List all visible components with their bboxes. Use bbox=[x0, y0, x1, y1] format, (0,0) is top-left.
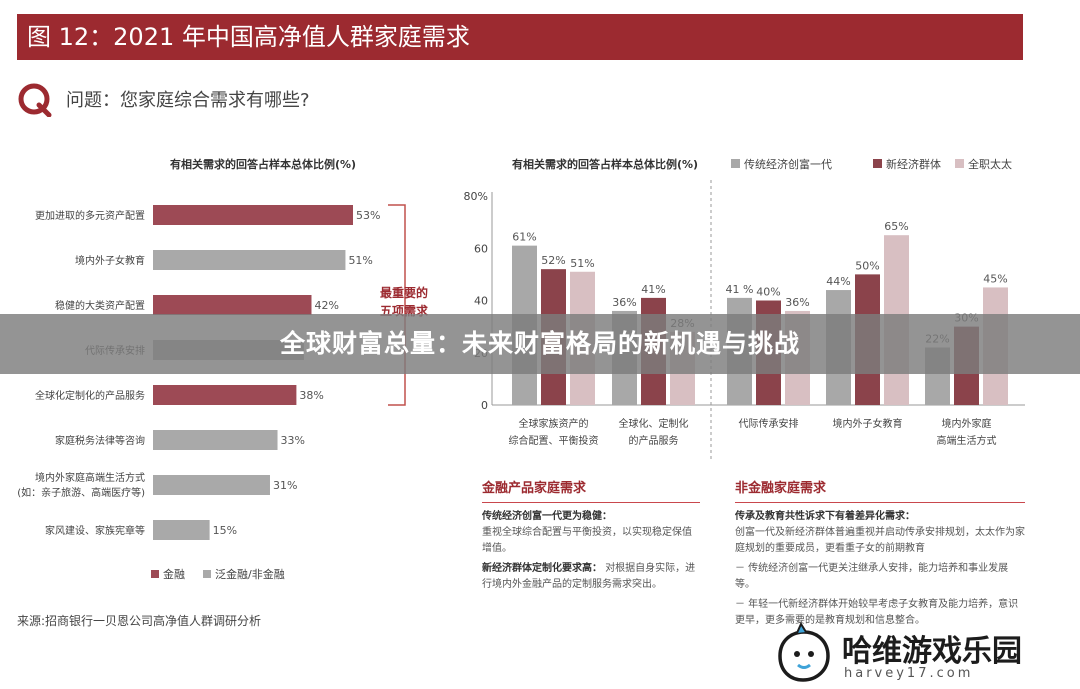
legend-label-series-2: 全职太太 bbox=[968, 157, 1012, 171]
value-label-6: 31% bbox=[273, 479, 297, 492]
legend-label-1: 泛金融/非金融 bbox=[215, 567, 285, 581]
finance-box-title: 金融产品家庭需求 bbox=[482, 480, 700, 503]
legend-swatch-series-0 bbox=[731, 159, 740, 168]
category-label-4: 全球化定制化的产品服务 bbox=[35, 389, 145, 402]
value-label-4: 38% bbox=[299, 389, 323, 402]
value-label-7: 15% bbox=[213, 524, 237, 537]
finance-needs-box: 金融产品家庭需求 传统经济创富一代更为稳健： 重视全球综合配置与平衡投资，以实现… bbox=[482, 480, 700, 597]
category-label-1: 境内外子女教育 bbox=[75, 254, 145, 267]
x-label-2-0: 代际传承安排 bbox=[739, 417, 799, 430]
category-label-0: 更加进取的多元资产配置 bbox=[35, 209, 145, 222]
bar-0 bbox=[153, 205, 353, 225]
right-chart-title: 有相关需求的回答占样本总体比例(%) bbox=[512, 157, 698, 171]
watermark: 哈维游戏乐园 harvey17.com bbox=[770, 622, 1070, 686]
legend-swatch-series-1 bbox=[873, 159, 882, 168]
bar-label-0-0: 61% bbox=[512, 231, 536, 244]
bar-label-3-1: 50% bbox=[855, 259, 879, 272]
x-label-1-0: 全球化、定制化 bbox=[619, 417, 689, 430]
nonfinance-point-2: － 传统经济创富一代更关注继承人安排，能力培养和事业发展等。 bbox=[735, 563, 1009, 590]
bar-label-3-0: 44% bbox=[826, 275, 850, 288]
question-text: 问题：您家庭综合需求有哪些? bbox=[66, 90, 310, 111]
finance-point-1-head: 传统经济创富一代更为稳健： bbox=[482, 511, 612, 522]
category-label-2: 稳健的大类资产配置 bbox=[55, 299, 145, 312]
y-tick-2: 40 bbox=[474, 295, 488, 308]
legend-label-series-1: 新经济群体 bbox=[886, 157, 941, 171]
bar-5 bbox=[153, 430, 278, 450]
legend-label-series-0: 传统经济创富一代 bbox=[744, 157, 832, 171]
group-needs-chart: 有相关需求的回答占样本总体比例(%)传统经济创富一代新经济群体全职太太02040… bbox=[464, 157, 1025, 460]
nonfinance-point-3: － 年轻一代新经济群体开始较早考虑子女教育及能力培养，意识更早，更多需要的是教育… bbox=[735, 599, 1019, 626]
bar-7 bbox=[153, 520, 210, 540]
source-note: 来源:招商银行一贝恩公司高净值人群调研分析 bbox=[17, 614, 262, 628]
finance-point-1-body: 重视全球综合配置与平衡投资，以实现稳定保值增值。 bbox=[482, 527, 692, 554]
finance-point-2-head: 新经济群体定制化要求高： bbox=[482, 563, 602, 574]
bar-1 bbox=[153, 250, 346, 270]
x-label-0-1: 综合配置、平衡投资 bbox=[509, 434, 599, 447]
bar-4 bbox=[153, 385, 297, 405]
bar-label-1-1: 41% bbox=[641, 283, 665, 296]
watermark-name: 哈维游戏乐园 bbox=[842, 634, 1022, 669]
nonfinance-box-title: 非金融家庭需求 bbox=[735, 480, 1025, 503]
annotation-line-1: 最重要的 bbox=[380, 285, 428, 300]
value-label-0: 53% bbox=[356, 209, 380, 222]
legend-swatch-series-2 bbox=[955, 159, 964, 168]
category-label-6: 境内外家庭高端生活方式 bbox=[35, 471, 145, 484]
figure-header: 图 12：2021 年中国高净值人群家庭需求 bbox=[17, 14, 1023, 60]
bar-label-2-0: 41 % bbox=[726, 283, 754, 296]
nonfinance-point-1: 传承及教育共性诉求下有着差异化需求： 创富一代及新经济群体普遍重视并启动传承安排… bbox=[735, 509, 1025, 557]
bar-label-1-0: 36% bbox=[612, 296, 636, 309]
y-tick-0: 0 bbox=[481, 399, 488, 412]
category-sublabel-6: (如：亲子旅游、高端医疗等) bbox=[17, 486, 145, 499]
overlay-banner: 全球财富总量：未来财富格局的新机遇与挑战 bbox=[0, 314, 1080, 374]
legend-swatch-1 bbox=[203, 570, 211, 578]
bar-label-3-2: 65% bbox=[884, 220, 908, 233]
category-label-5: 家庭税务法律等咨询 bbox=[55, 434, 145, 447]
legend-label-0: 金融 bbox=[163, 567, 185, 581]
finance-point-2: 新经济群体定制化要求高： 对根据自身实际，进行境内外金融产品的定制服务需求突出。 bbox=[482, 561, 700, 593]
top-five-bracket bbox=[388, 204, 406, 406]
bar-label-0-1: 52% bbox=[541, 254, 565, 267]
value-label-2: 42% bbox=[314, 299, 338, 312]
bar-label-4-2: 45% bbox=[983, 272, 1007, 285]
bar-label-0-2: 51% bbox=[570, 257, 594, 270]
y-tick-3: 60 bbox=[474, 242, 488, 255]
left-chart-title: 有相关需求的回答占样本总体比例(%) bbox=[170, 157, 356, 171]
x-label-3-0: 境内外子女教育 bbox=[833, 417, 903, 430]
x-label-4-1: 高端生活方式 bbox=[937, 434, 997, 447]
watermark-url: harvey17.com bbox=[844, 666, 974, 681]
value-label-1: 51% bbox=[348, 254, 372, 267]
nonfinance-point-1-body: 创富一代及新经济群体普遍重视并启动传承安排规划，太太作为家庭规划的重要成员，更看… bbox=[735, 527, 1025, 554]
bar-2 bbox=[153, 295, 312, 315]
bar-label-2-1: 40% bbox=[756, 286, 780, 299]
figure-title: 图 12：2021 年中国高净值人群家庭需求 bbox=[27, 23, 470, 51]
finance-point-2-body: 对根据自身实际，进行境内外金融产品的定制服务需求突出。 bbox=[482, 563, 696, 590]
nonfinance-point-1-head: 传承及教育共性诉求下有着差异化需求： bbox=[735, 511, 915, 522]
x-label-1-1: 的产品服务 bbox=[629, 434, 679, 447]
nonfinance-needs-box: 非金融家庭需求 传承及教育共性诉求下有着差异化需求： 创富一代及新经济群体普遍重… bbox=[735, 480, 1025, 633]
banner-text: 全球财富总量：未来财富格局的新机遇与挑战 bbox=[279, 329, 800, 358]
bar-label-2-2: 36% bbox=[785, 296, 809, 309]
y-tick-4: 80% bbox=[464, 190, 488, 203]
legend-swatch-0 bbox=[151, 570, 159, 578]
x-label-0-0: 全球家族资产的 bbox=[519, 417, 589, 430]
finance-point-1: 传统经济创富一代更为稳健： 重视全球综合配置与平衡投资，以实现稳定保值增值。 bbox=[482, 509, 700, 557]
overall-needs-chart: 有相关需求的回答占样本总体比例(%) 更加进取的多元资产配置 53% 境内外子女教育 5… bbox=[17, 157, 429, 581]
category-label-7: 家风建设、家族宪章等 bbox=[45, 524, 145, 537]
bar-6 bbox=[153, 475, 270, 495]
x-label-4-0: 境内外家庭 bbox=[942, 417, 992, 430]
question-icon bbox=[18, 83, 52, 117]
value-label-5: 33% bbox=[281, 434, 305, 447]
watermark-logo-icon bbox=[778, 622, 830, 682]
